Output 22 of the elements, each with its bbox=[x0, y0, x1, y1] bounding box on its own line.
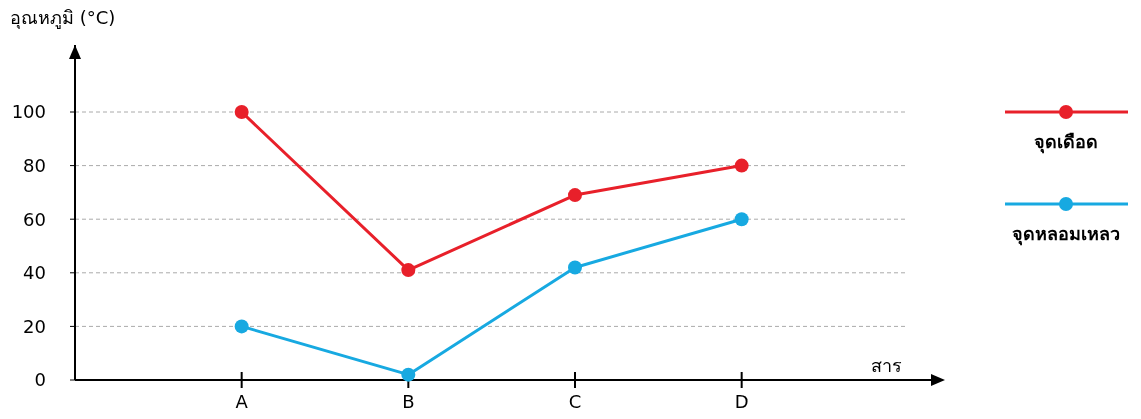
point bbox=[568, 260, 582, 275]
x-tick-label: B bbox=[402, 391, 415, 412]
legend-label: จุดหลอมเหลว bbox=[1012, 223, 1120, 246]
point bbox=[734, 212, 749, 227]
y-tick-label: 100 bbox=[11, 101, 46, 123]
point bbox=[234, 319, 249, 334]
x-axis-title: สาร bbox=[871, 355, 902, 376]
y-tick-label: 20 bbox=[23, 315, 46, 337]
legend-label: จุดเดือด bbox=[1034, 131, 1098, 154]
x-tick-label: A bbox=[235, 391, 249, 412]
point bbox=[401, 263, 416, 278]
y-tick-label: 60 bbox=[23, 208, 46, 230]
x-tick-label: C bbox=[568, 391, 582, 412]
point bbox=[401, 367, 416, 382]
y-tick-label: 40 bbox=[23, 262, 46, 284]
x-tick-label: D bbox=[734, 391, 749, 412]
y-axis-title: อุณหภูมิ (°C) bbox=[10, 7, 116, 29]
point bbox=[734, 158, 749, 173]
point bbox=[234, 105, 249, 119]
point bbox=[568, 188, 582, 203]
y-tick-label: 0 bbox=[34, 369, 46, 391]
y-tick-label: 80 bbox=[23, 154, 46, 176]
